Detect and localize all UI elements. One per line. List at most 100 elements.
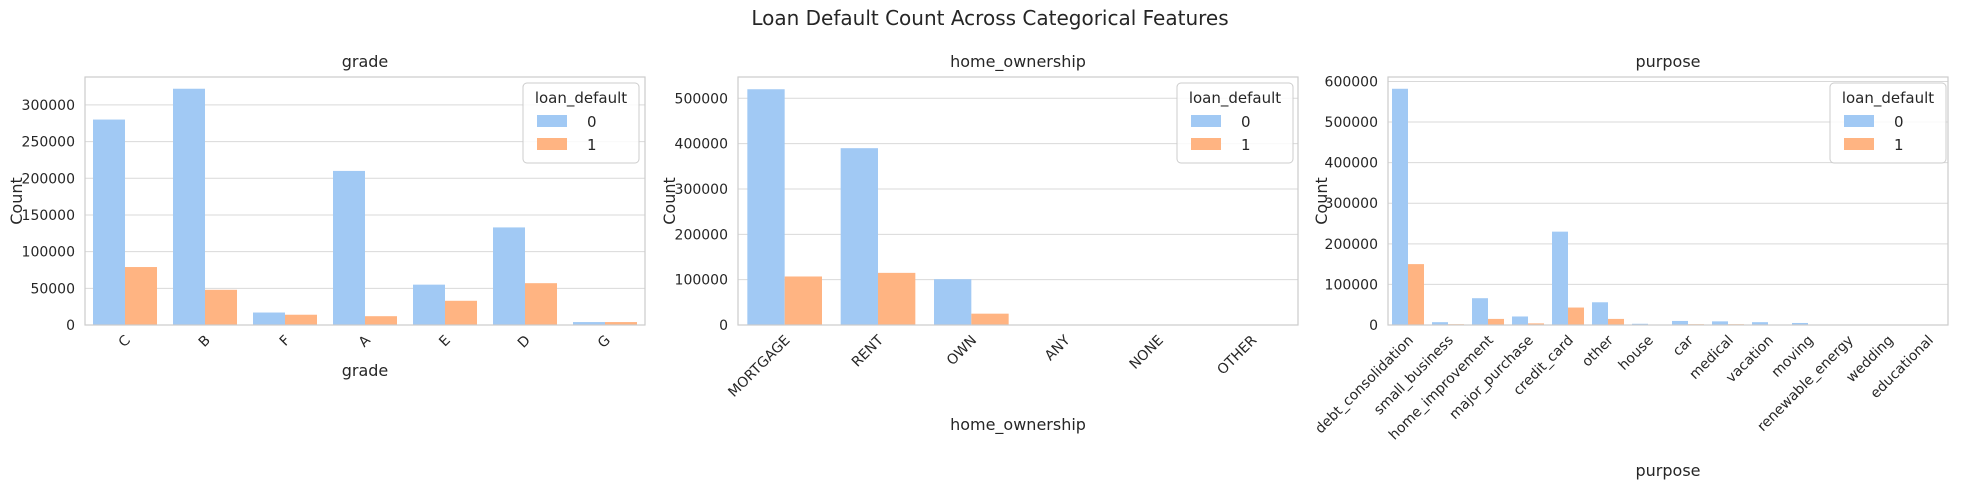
bar-D-1 [525,283,557,325]
x-tick-label: car [1670,332,1697,359]
y-tick-label: 100000 [675,273,728,289]
legend-swatch-0 [1844,115,1874,127]
x-tick-label: E [436,333,454,351]
bar-small_business-0 [1432,322,1448,325]
bar-medical-0 [1712,321,1728,325]
bar-G-0 [573,322,605,325]
bar-major_purchase-0 [1512,316,1528,325]
chart-panel-home_ownership: 0 100000 200000 300000 400000 500000 MORTGAGE R… [660,52,1299,435]
panel-title: purpose [1636,52,1701,71]
legend-swatch-1 [537,138,567,150]
bar-credit_card-0 [1552,231,1568,325]
legend-label: 1 [1894,136,1904,154]
x-axis-label: grade [342,361,389,380]
legend-title: loan_default [1842,89,1934,108]
legend-title: loan_default [535,89,627,108]
legend-label: 0 [587,113,597,131]
x-tick-label: B [196,333,214,351]
x-tick-label: house [1616,333,1657,374]
x-tick-label: other [1579,332,1617,370]
y-tick-label: 500000 [675,91,728,107]
bar-E-0 [413,284,445,325]
legend-label: 0 [1894,113,1904,131]
y-tick-label: 200000 [1325,237,1378,253]
bar-other-1 [1608,318,1624,325]
x-tick-label: C [116,332,134,350]
y-tick-label: 0 [66,318,75,334]
legend-label: 1 [587,136,597,154]
bar-credit_card-1 [1568,307,1584,325]
y-tick-label: 300000 [22,98,75,114]
legend-swatch-1 [1191,138,1221,150]
legend: loan_default 0 1 [522,82,640,164]
bar-RENT-0 [840,148,878,325]
bar-MORTGAGE-0 [747,89,785,325]
plot-frame [737,76,1299,326]
bar-D-0 [493,227,525,325]
legend-title: loan_default [1189,89,1281,108]
bar-C-0 [93,119,125,325]
x-tick-label: RENT [849,332,887,370]
figure-title: Loan Default Count Across Categorical Fe… [751,6,1229,30]
bar-F-0 [253,312,285,325]
y-tick-label: 50000 [30,281,75,297]
bar-home_improvement-1 [1488,318,1504,325]
x-axis-label: home_ownership [950,415,1086,435]
legend-label: 0 [1241,113,1251,131]
y-tick-label: 0 [1369,318,1378,334]
legend-label: 1 [1241,136,1251,154]
x-tick-label: G [595,333,614,352]
legend-swatch-1 [1844,138,1874,150]
bar-MORTGAGE-1 [784,276,822,325]
x-tick-label: F [277,333,294,350]
bar-car-0 [1672,320,1688,325]
y-tick-label: 300000 [1325,196,1378,212]
y-tick-label: 150000 [22,208,75,224]
x-tick-label: NONE [1127,333,1167,373]
bar-F-1 [285,314,317,325]
legend: loan_default 0 1 [1829,82,1947,164]
y-tick-label: 250000 [22,135,75,151]
y-tick-label: 100000 [22,245,75,261]
plot-frame [84,76,646,326]
bar-OWN-1 [971,313,1009,325]
x-tick-label: ANY [1042,332,1074,364]
y-tick-label: 400000 [1325,156,1378,172]
y-tick-label: 200000 [22,171,75,187]
y-tick-label: 300000 [675,182,728,198]
bar-C-1 [125,267,157,325]
legend: loan_default 0 1 [1176,82,1294,164]
legend-swatch-0 [1191,115,1221,127]
bar-home_improvement-0 [1472,298,1488,325]
bar-E-1 [445,300,477,325]
y-axis-label: Count [660,177,679,225]
chart-panel-grade: 0 50000 100000 150000 200000 250000 300000 C B F A… [7,52,646,380]
y-axis-label: Count [1312,177,1331,225]
bar-B-1 [205,289,237,325]
bar-major_purchase-1 [1528,323,1544,325]
bar-other-0 [1592,302,1608,325]
bar-A-1 [365,316,397,325]
y-tick-label: 600000 [1325,74,1378,90]
y-axis-label: Count [7,177,26,225]
x-axis-label: purpose [1636,461,1701,480]
bar-G-1 [605,322,637,325]
bar-B-0 [173,88,205,325]
bar-house-0 [1632,323,1648,325]
y-tick-label: 400000 [675,137,728,153]
x-tick-label: A [356,332,374,350]
y-tick-label: 500000 [1325,115,1378,131]
plot-frame [1387,76,1949,326]
bar-RENT-1 [878,272,916,325]
y-tick-label: 100000 [1325,277,1378,293]
bar-debt_consolidation-1 [1408,264,1424,325]
bar-A-0 [333,170,365,325]
x-tick-label: D [515,333,534,352]
bar-debt_consolidation-0 [1392,88,1408,325]
y-tick-label: 200000 [675,227,728,243]
bar-vacation-0 [1752,322,1768,325]
bar-moving-0 [1792,322,1808,325]
x-tick-label: OWN [944,333,980,369]
y-tick-label: 0 [719,318,728,334]
